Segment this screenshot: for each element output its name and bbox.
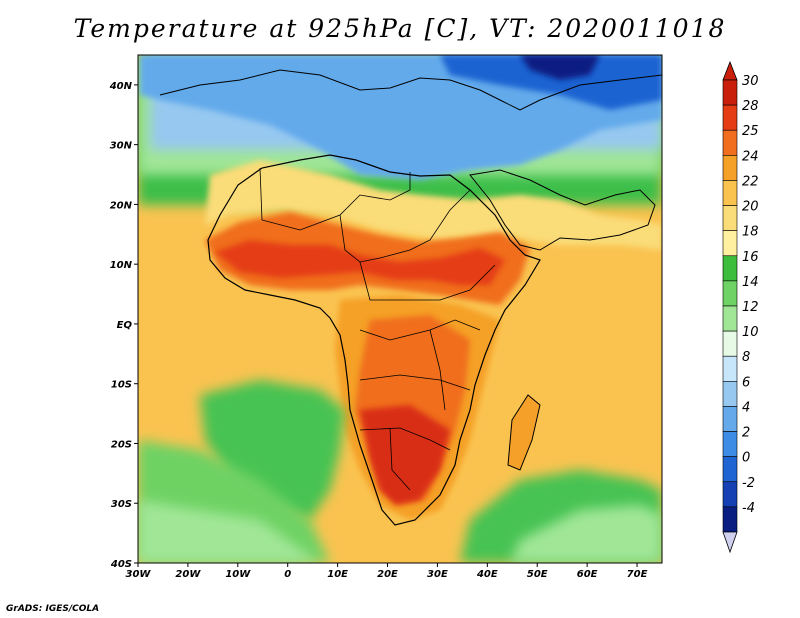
- mediterranean-coast: [159, 69, 662, 111]
- colorbar-swatch: [722, 330, 738, 357]
- colorbar-swatch: [722, 79, 738, 106]
- colorbar-label: 10: [742, 325, 759, 340]
- colorbar-swatch: [722, 481, 738, 508]
- colorbar-swatch: [722, 280, 738, 307]
- lon-tick-label: 20E: [377, 569, 398, 580]
- colorbar-label: 25: [742, 124, 759, 139]
- arabia-coastline: [469, 169, 656, 251]
- colorbar-label: 8: [742, 350, 750, 365]
- lat-tick-label: 10N: [110, 260, 133, 271]
- colorbar-top-arrow: [722, 60, 738, 81]
- colorbar-label: 6: [742, 375, 750, 390]
- colorbar-swatch: [722, 305, 738, 332]
- field-south-atlantic-green: [200, 380, 345, 520]
- lat-tick-label: 20S: [111, 439, 132, 450]
- map-frame: [137, 54, 663, 564]
- colorbar-swatch: [722, 180, 738, 206]
- lat-tick-label: 40N: [109, 81, 133, 92]
- temperature-field: [138, 55, 662, 563]
- africa-coastline: [207, 154, 541, 526]
- chart-title: Temperature at 925hPa [C], VT: 202001101…: [73, 14, 727, 43]
- colorbar-swatch: [722, 381, 738, 407]
- colorbar-swatch: [722, 230, 738, 257]
- lat-tick-label: EQ: [117, 320, 133, 331]
- lon-tick-label: 30E: [427, 569, 448, 580]
- lon-tick-label: 10W: [225, 569, 251, 580]
- colorbar-label: 30: [742, 74, 759, 89]
- lon-tick-label: 20W: [175, 569, 201, 580]
- colorbar-label: 12: [742, 300, 759, 315]
- field-very-cold-east: [520, 55, 600, 80]
- lat-tick-label: 40S: [110, 559, 132, 570]
- colorbar-label: 4: [742, 400, 750, 415]
- latitude-axis: 40N 30N 20N 10N EQ 10S 20S 30S 40S: [109, 81, 138, 570]
- lon-tick-label: 60E: [577, 569, 598, 580]
- lat-tick-label: 20N: [110, 200, 133, 211]
- colorbar-swatch: [722, 431, 738, 457]
- lon-tick-label: 70E: [627, 569, 648, 580]
- colorbar-label: -4: [742, 501, 755, 516]
- lat-tick-label: 30S: [111, 499, 132, 510]
- colorbar-label: 16: [742, 250, 759, 265]
- colorbar-swatch: [722, 205, 738, 231]
- colorbar-label: -2: [742, 476, 755, 491]
- field-southwest-cool: [138, 500, 320, 563]
- grads-credit: GrADS: IGES/COLA: [6, 604, 100, 614]
- field-sahara-mid: [205, 160, 662, 250]
- lat-tick-label: 10S: [111, 380, 132, 391]
- lon-tick-label: 30W: [126, 569, 152, 580]
- colorbar-swatch: [722, 255, 738, 282]
- longitude-axis: 30W 20W 10W 0 10E 20E 30E 40E 50E 60E 70E: [126, 563, 648, 580]
- colorbar-swatch: [722, 355, 738, 382]
- colorbar-label: 14: [742, 275, 759, 290]
- lon-tick-label: 50E: [527, 569, 548, 580]
- colorbar-label: 28: [742, 99, 759, 114]
- colorbar-label: 24: [742, 149, 759, 164]
- colorbar-label: 18: [742, 225, 759, 240]
- field-kalahari-hot: [360, 405, 450, 505]
- colorbar-swatch: [722, 456, 738, 483]
- madagascar-coastline: [507, 394, 541, 471]
- country-borders: [259, 167, 496, 491]
- colorbar-swatch: [722, 129, 738, 156]
- colorbar-swatch: [722, 406, 738, 432]
- lon-tick-label: 40E: [476, 569, 498, 580]
- colorbar-label: 20: [742, 200, 759, 215]
- field-south-indian-cool: [510, 505, 662, 563]
- lon-tick-label: 10E: [327, 569, 348, 580]
- colorbar-label: 2: [742, 426, 750, 441]
- colorbar-label: 0: [742, 451, 750, 466]
- field-cold-east: [440, 55, 662, 110]
- lon-tick-label: 0: [284, 569, 291, 580]
- colorbar-swatch: [722, 506, 738, 533]
- colorbar-swatch: [722, 104, 738, 131]
- colorbar-bottom-arrow: [722, 531, 738, 554]
- lat-tick-label: 30N: [110, 141, 133, 152]
- colorbar-label: 22: [742, 174, 759, 189]
- colorbar-swatch: [722, 155, 738, 181]
